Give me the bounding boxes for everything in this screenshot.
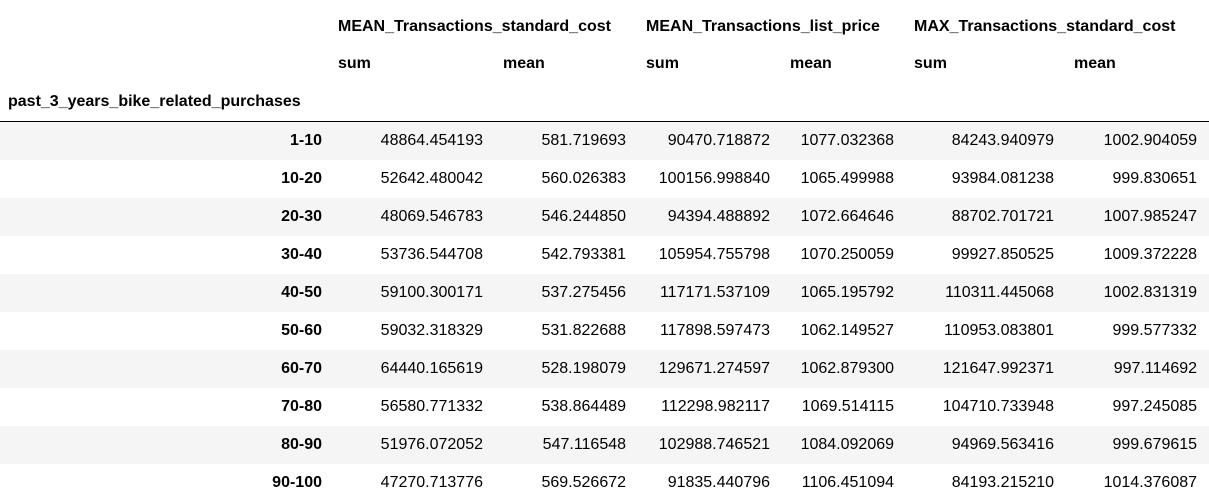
table-cell: 1014.376087	[1066, 464, 1209, 500]
table-cell: 1002.904059	[1066, 122, 1209, 160]
table-cell: 546.244850	[495, 198, 638, 236]
table-cell: 1062.879300	[782, 350, 906, 388]
table-cell: 99927.850525	[906, 236, 1066, 274]
table-cell: 112298.982117	[638, 388, 782, 426]
table-cell: 1002.831319	[1066, 274, 1209, 312]
index-name-row: past_3_years_bike_related_purchases	[0, 83, 1209, 122]
table-cell: 117898.597473	[638, 312, 782, 350]
table-cell: 121647.992371	[906, 350, 1066, 388]
row-index-label: 50-60	[0, 312, 330, 350]
table-cell: 104710.733948	[906, 388, 1066, 426]
table-cell: 84243.940979	[906, 122, 1066, 160]
table-cell: 1106.451094	[782, 464, 906, 500]
table-cell: 569.526672	[495, 464, 638, 500]
table-cell: 997.245085	[1066, 388, 1209, 426]
table-cell: 117171.537109	[638, 274, 782, 312]
subheader-sum: sum	[330, 45, 495, 83]
subheader-mean: mean	[782, 45, 906, 83]
row-index-label: 90-100	[0, 464, 330, 500]
table-cell: 1065.195792	[782, 274, 906, 312]
table-cell: 94969.563416	[906, 426, 1066, 464]
table-cell: 1077.032368	[782, 122, 906, 160]
table-cell: 48864.454193	[330, 122, 495, 160]
table-cell: 1065.499988	[782, 160, 906, 198]
group-header-mean-list-price: MEAN_Transactions_list_price	[638, 0, 906, 45]
corner-cell	[0, 0, 330, 45]
table-cell: 1007.985247	[1066, 198, 1209, 236]
table-cell: 90470.718872	[638, 122, 782, 160]
table-cell: 581.719693	[495, 122, 638, 160]
table-cell: 47270.713776	[330, 464, 495, 500]
group-header-max-standard-cost: MAX_Transactions_standard_cost	[906, 0, 1209, 45]
row-index-label: 10-20	[0, 160, 330, 198]
index-name: past_3_years_bike_related_purchases	[0, 83, 330, 122]
table-cell: 1072.664646	[782, 198, 906, 236]
table-cell: 51976.072052	[330, 426, 495, 464]
table-cell: 110953.083801	[906, 312, 1066, 350]
column-subheader-row: sum mean sum mean sum mean	[0, 45, 1209, 83]
column-group-header-row: MEAN_Transactions_standard_cost MEAN_Tra…	[0, 0, 1209, 45]
table-row: 30-40 53736.544708 542.793381 105954.755798…	[0, 236, 1209, 274]
table-header: MEAN_Transactions_standard_cost MEAN_Tra…	[0, 0, 1209, 122]
table-cell: 999.679615	[1066, 426, 1209, 464]
table-cell: 110311.445068	[906, 274, 1066, 312]
table-cell: 1070.250059	[782, 236, 906, 274]
row-index-label: 30-40	[0, 236, 330, 274]
table-row: 60-70 64440.165619 528.198079 129671.274597…	[0, 350, 1209, 388]
table-cell: 91835.440796	[638, 464, 782, 500]
table-cell: 105954.755798	[638, 236, 782, 274]
table-cell: 59032.318329	[330, 312, 495, 350]
table-cell: 999.830651	[1066, 160, 1209, 198]
table-cell: 84193.215210	[906, 464, 1066, 500]
table-cell: 100156.998840	[638, 160, 782, 198]
table-row: 90-100 47270.713776 569.526672 91835.440796…	[0, 464, 1209, 500]
table-cell: 94394.488892	[638, 198, 782, 236]
table-row: 70-80 56580.771332 538.864489 112298.982117…	[0, 388, 1209, 426]
row-index-label: 80-90	[0, 426, 330, 464]
table-cell: 93984.081238	[906, 160, 1066, 198]
table-row: 40-50 59100.300171 537.275456 117171.537109…	[0, 274, 1209, 312]
table-cell: 53736.544708	[330, 236, 495, 274]
table-cell: 129671.274597	[638, 350, 782, 388]
row-index-label: 70-80	[0, 388, 330, 426]
table-cell: 1062.149527	[782, 312, 906, 350]
table-cell: 538.864489	[495, 388, 638, 426]
row-index-label: 1-10	[0, 122, 330, 160]
table-row: 20-30 48069.546783 546.244850 94394.488892 1…	[0, 198, 1209, 236]
table-cell: 102988.746521	[638, 426, 782, 464]
table-cell: 560.026383	[495, 160, 638, 198]
table-cell: 537.275456	[495, 274, 638, 312]
table-cell: 59100.300171	[330, 274, 495, 312]
table-body: 1-10 48864.454193 581.719693 90470.718872 10…	[0, 122, 1209, 500]
table-cell: 997.114692	[1066, 350, 1209, 388]
table-cell: 999.577332	[1066, 312, 1209, 350]
subheader-mean: mean	[1066, 45, 1209, 83]
table-row: 1-10 48864.454193 581.719693 90470.718872 10…	[0, 122, 1209, 160]
row-index-label: 40-50	[0, 274, 330, 312]
table-row: 80-90 51976.072052 547.116548 102988.746521…	[0, 426, 1209, 464]
table-cell: 547.116548	[495, 426, 638, 464]
subheader-mean: mean	[495, 45, 638, 83]
table-cell: 1084.092069	[782, 426, 906, 464]
group-header-mean-standard-cost: MEAN_Transactions_standard_cost	[330, 0, 638, 45]
table-row: 50-60 59032.318329 531.822688 117898.597473…	[0, 312, 1209, 350]
table-cell: 531.822688	[495, 312, 638, 350]
table-cell: 1069.514115	[782, 388, 906, 426]
table-cell: 542.793381	[495, 236, 638, 274]
table-row: 10-20 52642.480042 560.026383 100156.998840…	[0, 160, 1209, 198]
subheader-sum: sum	[906, 45, 1066, 83]
table-cell: 56580.771332	[330, 388, 495, 426]
table-cell: 528.198079	[495, 350, 638, 388]
table-cell: 1009.372228	[1066, 236, 1209, 274]
row-index-label: 20-30	[0, 198, 330, 236]
row-index-label: 60-70	[0, 350, 330, 388]
table-cell: 64440.165619	[330, 350, 495, 388]
subheader-sum: sum	[638, 45, 782, 83]
corner-cell	[0, 45, 330, 83]
table-cell: 52642.480042	[330, 160, 495, 198]
table-cell: 88702.701721	[906, 198, 1066, 236]
table-cell: 48069.546783	[330, 198, 495, 236]
